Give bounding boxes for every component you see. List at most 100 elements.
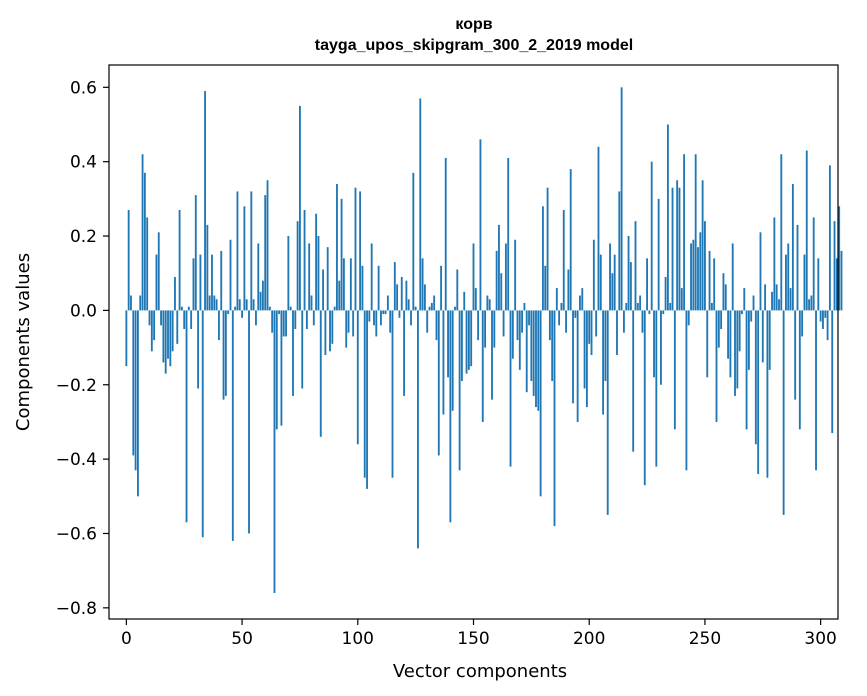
bar-component-230 [657,198,660,311]
bar-component-271 [752,295,755,311]
bar-component-3 [132,310,135,456]
bar-component-295 [808,299,810,311]
y-tick-label: 0.4 [70,153,97,173]
bar-component-218 [629,262,632,311]
bar-component-56 [255,310,257,326]
bar-component-174 [528,310,530,326]
bar-component-91 [336,183,338,311]
bar-component-92 [338,280,341,311]
bar-component-0 [125,310,128,367]
bar-component-277 [766,310,769,478]
bar-component-125 [414,306,417,311]
bar-component-5 [137,310,139,497]
bar-component-152 [477,310,480,341]
bar-component-145 [461,310,463,382]
bar-component-73 [294,310,297,329]
bar-component-2 [130,295,132,311]
bar-component-289 [794,310,797,400]
bar-component-11 [150,310,153,352]
bar-component-209 [609,243,611,311]
bar-component-13 [155,254,158,311]
bar-component-206 [602,310,605,415]
bar-component-138 [444,157,447,311]
bar-component-7 [141,154,144,311]
bar-component-17 [164,310,167,374]
bar-component-210 [611,273,614,311]
y-axis-ticks: 0.6 0.4 0.2 0.0 −0.2 −0.4 −0.6 −0.8 [56,78,109,619]
bar-component-203 [595,310,598,337]
bar-component-96 [347,310,350,333]
bar-component-78 [305,310,308,329]
bar-component-43 [224,310,227,396]
bar-component-49 [238,299,241,311]
bar-component-135 [437,310,440,456]
bar-component-280 [773,217,776,311]
bar-component-19 [169,310,172,367]
bar-component-30 [194,195,197,311]
bar-component-309 [840,250,843,311]
bar-component-68 [282,310,285,337]
bar-component-217 [627,236,630,311]
bar-component-44 [227,310,230,315]
bar-component-169 [516,310,519,341]
bar-component-48 [236,191,239,311]
bar-component-164 [504,243,507,311]
bar-component-136 [440,265,443,311]
bar-component-187 [558,310,561,326]
bar-component-40 [218,310,220,341]
x-tick-label: 200 [573,629,605,649]
bar-component-150 [472,243,475,311]
bar-component-301 [822,310,824,329]
y-tick-label: −0.4 [56,450,97,470]
x-tick-label: 0 [121,629,132,649]
bar-component-239 [678,187,681,311]
bar-component-300 [819,310,822,322]
bar-component-302 [824,310,827,318]
bar-component-263 [734,310,736,396]
bar-component-47 [234,306,237,311]
bar-component-281 [775,284,778,311]
bar-component-189 [562,210,565,311]
bar-component-305 [831,310,834,434]
bar-component-147 [465,310,468,374]
bar-component-15 [160,310,162,326]
chart-title-line-2: tayga_upos_skipgram_300_2_2019 model [315,37,633,54]
bar-component-178 [537,310,540,411]
bar-component-238 [676,180,679,311]
bar-component-63 [271,310,274,333]
bar-component-142 [454,306,456,311]
bar-component-106 [370,243,373,311]
bar-component-196 [579,295,581,311]
bar-component-185 [553,310,556,527]
bar-component-240 [680,288,683,311]
bar-component-225 [646,258,648,311]
bar-component-127 [419,98,422,311]
bar-component-261 [729,310,732,378]
bar-component-233 [664,276,667,311]
y-tick-label: 0.2 [70,227,97,247]
bar-component-166 [509,310,512,467]
x-axis-ticks: 0 50 100 150 200 250 300 [121,619,837,649]
bar-component-18 [167,310,169,359]
bar-component-51 [243,206,246,311]
bar-component-104 [366,310,368,489]
bar-component-1 [127,210,130,311]
bar-component-153 [479,139,482,311]
bar-component-262 [731,243,734,311]
bar-component-202 [592,239,595,311]
bar-component-52 [245,299,248,311]
bar-component-212 [616,310,618,356]
bar-component-103 [363,310,366,478]
bar-component-247 [697,247,699,311]
bar-component-122 [407,299,410,311]
bar-component-216 [625,302,628,311]
bar-component-227 [650,161,653,311]
bar-component-243 [687,310,690,326]
bar-component-105 [368,310,371,322]
bar-component-171 [521,310,524,333]
bar-component-175 [530,310,533,382]
bar-component-64 [273,310,276,593]
bar-component-120 [403,310,405,396]
bar-component-167 [511,310,514,359]
